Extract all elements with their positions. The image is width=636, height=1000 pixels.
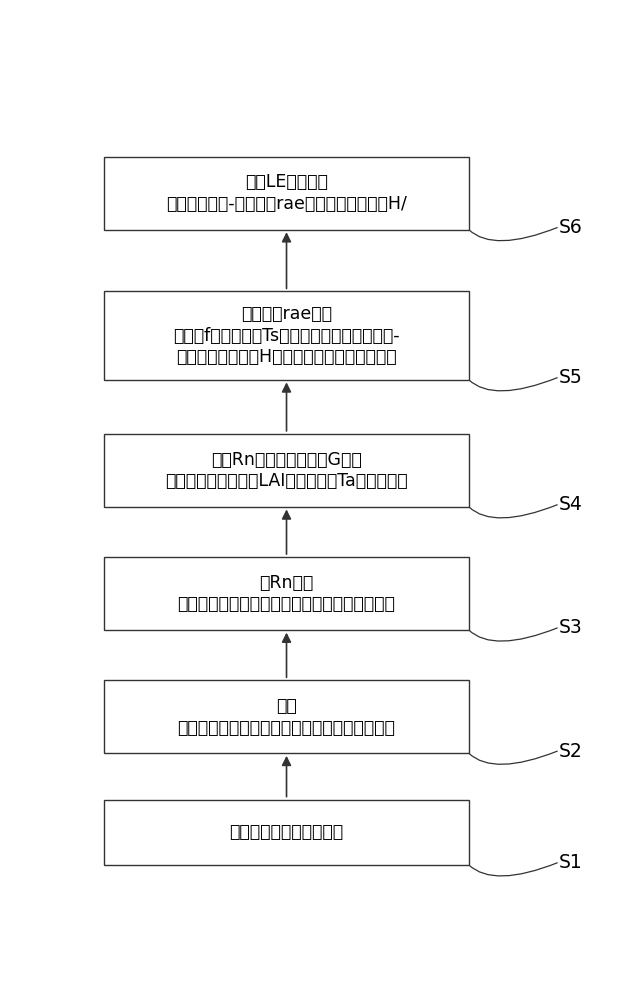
Text: 根据所述遥感数据制备遥感地表参数和区域气象: 根据所述遥感数据制备遥感地表参数和区域气象	[177, 719, 396, 737]
Text: 对流阻抗rae反演: 对流阻抗rae反演	[241, 305, 332, 323]
Text: 潜热LE通量反演: 潜热LE通量反演	[245, 173, 328, 191]
Text: 根据所述遥感地表和区域气象参数进行净辐射通: 根据所述遥感地表和区域气象参数进行净辐射通	[177, 595, 396, 613]
Text: S6: S6	[559, 218, 583, 237]
Text: 通量Rn进行土壤热通量G反演: 通量Rn进行土壤热通量G反演	[211, 451, 362, 469]
FancyBboxPatch shape	[104, 157, 469, 230]
Text: S2: S2	[559, 742, 583, 761]
Text: S5: S5	[559, 368, 583, 387]
Text: S1: S1	[559, 853, 583, 872]
FancyBboxPatch shape	[104, 557, 469, 630]
Text: S3: S3	[559, 618, 583, 637]
FancyBboxPatch shape	[104, 291, 469, 380]
Text: 参数: 参数	[276, 697, 297, 715]
Text: 根据所述辐射-对流阻抗rae进行区域地表感热H/: 根据所述辐射-对流阻抗rae进行区域地表感热H/	[166, 195, 407, 213]
Text: 根据所述感热通量H估算的温度廓线方程和植被: 根据所述感热通量H估算的温度廓线方程和植被	[176, 348, 397, 366]
Text: 确定研究区域和遥感数据: 确定研究区域和遥感数据	[230, 823, 343, 841]
Text: 根据所述叶面积指数LAI、空气温度Ta以及净辐射: 根据所述叶面积指数LAI、空气温度Ta以及净辐射	[165, 472, 408, 490]
FancyBboxPatch shape	[104, 434, 469, 507]
Text: 覆盖度f和地表温度Ts的理论二维空间进行辐射-: 覆盖度f和地表温度Ts的理论二维空间进行辐射-	[173, 327, 400, 345]
Text: S4: S4	[559, 495, 583, 514]
FancyBboxPatch shape	[104, 680, 469, 753]
FancyBboxPatch shape	[104, 800, 469, 865]
Text: 量Rn反演: 量Rn反演	[259, 574, 314, 592]
